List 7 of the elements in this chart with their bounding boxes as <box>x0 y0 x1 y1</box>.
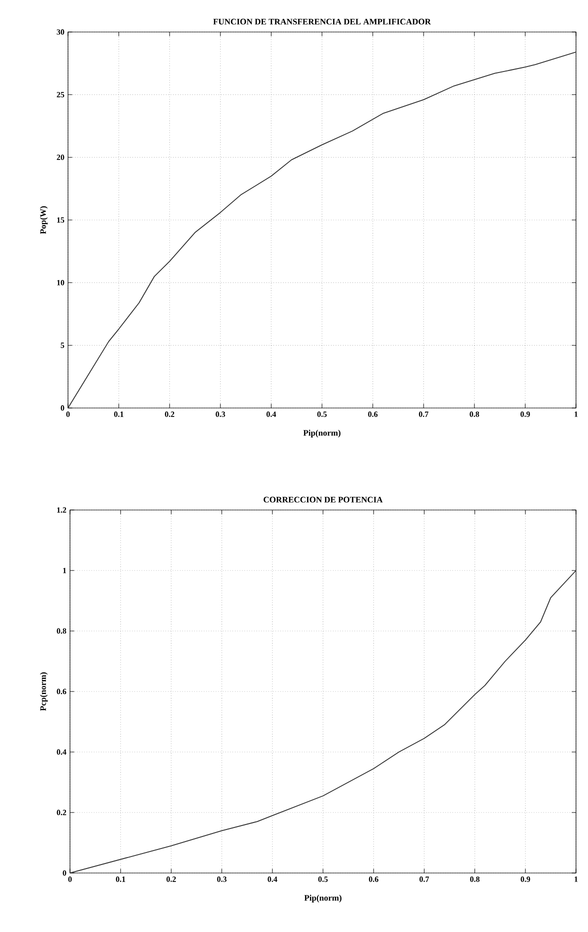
y-axis-title: Pop(W) <box>40 206 48 234</box>
chart-title: FUNCION DE TRANSFERENCIA DEL AMPLIFICADOR <box>213 18 431 24</box>
y-axis-title: Pcp(norm) <box>40 672 48 711</box>
x-axis-title: Pip(norm) <box>304 894 342 902</box>
chart-title: CORRECCION DE POTENCIA <box>264 496 383 502</box>
x-axis-title: Pip(norm) <box>303 430 340 438</box>
line-series <box>68 52 576 408</box>
